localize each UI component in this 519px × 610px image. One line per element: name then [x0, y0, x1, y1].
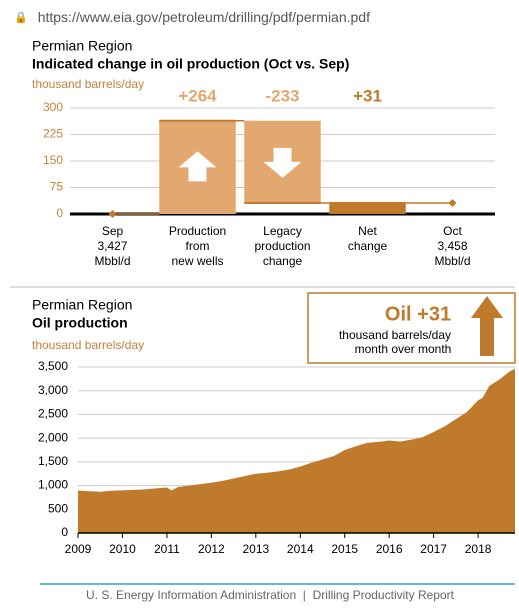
category-line: from [186, 239, 210, 253]
lock-icon: 🔒 [14, 11, 28, 24]
y-tick-label: 2,500 [38, 407, 68, 421]
chart-subtitle: Indicated change in oil production (Oct … [32, 56, 349, 72]
y-tick-label: 300 [43, 100, 63, 114]
category-line: 3,427 [97, 239, 127, 253]
x-tick-label: 2018 [465, 542, 492, 556]
category-label: Sep 3,427 Mbbl/d [94, 224, 130, 268]
y-tick-label: 75 [50, 180, 64, 194]
category-line: change [348, 239, 388, 253]
category-line: Mbbl/d [94, 254, 130, 268]
chart-subtitle: Oil production [32, 315, 128, 331]
x-tick-label: 2017 [420, 542, 447, 556]
category-label: Net change [348, 224, 388, 253]
annotation-text: thousand barrels/day [339, 328, 451, 342]
direction-arrow [178, 151, 217, 182]
y-tick-label: 3,500 [38, 359, 68, 373]
x-tick-label: 2015 [331, 542, 358, 556]
y-axis-label: thousand barrels/day [32, 338, 144, 352]
category-line: change [263, 254, 303, 268]
category-line: Mbbl/d [434, 254, 470, 268]
x-tick-label: 2010 [109, 542, 136, 556]
annotation-arrow [471, 296, 503, 356]
y-tick-label: 0 [56, 206, 63, 220]
x-tick-label: 2012 [198, 542, 225, 556]
y-tick-label: 500 [48, 501, 68, 515]
y-tick-label: 1,000 [38, 478, 68, 492]
area [78, 368, 515, 533]
category-line: Sep [102, 224, 124, 238]
x-tick-label: 2014 [287, 542, 314, 556]
category-line: Net [358, 224, 377, 238]
x-tick-label: 2013 [242, 542, 269, 556]
y-tick-label: 0 [61, 525, 68, 539]
y-tick-label: 1,500 [38, 454, 68, 468]
chart-title: Permian Region [32, 297, 132, 313]
y-axis-label: thousand barrels/day [32, 77, 144, 91]
category-label: Legacy production change [254, 224, 310, 268]
document: U. S. Energy Information Administration … [10, 38, 516, 602]
category-line: Legacy [263, 224, 302, 238]
footer: U. S. Energy Information Administration … [86, 588, 455, 602]
category-line: new wells [171, 254, 223, 268]
value-label: +264 [178, 86, 217, 105]
point-marker [448, 199, 457, 208]
category-label: Production from new wells [169, 224, 226, 268]
y-tick-label: 2,000 [38, 430, 68, 444]
category-line: 3,458 [437, 239, 467, 253]
annotation-text: month over month [355, 342, 452, 356]
x-tick-label: 2009 [65, 542, 92, 556]
x-tick-label: 2011 [154, 542, 180, 556]
direction-arrow [263, 147, 302, 178]
category-line: production [254, 239, 310, 253]
y-tick-label: 3,000 [38, 383, 68, 397]
x-tick-label: 2016 [376, 542, 403, 556]
bar [329, 203, 406, 214]
chart-title: Permian Region [32, 38, 132, 54]
y-tick-label: 150 [43, 153, 63, 167]
value-label: -233 [265, 86, 299, 105]
category-line: Production [169, 224, 226, 238]
annotation-title: Oil +31 [385, 303, 451, 325]
address-bar[interactable]: 🔒 https://www.eia.gov/petroleum/drilling/… [0, 0, 519, 34]
value-label: +31 [353, 86, 382, 105]
category-label: Oct 3,458 Mbbl/d [434, 224, 470, 268]
url[interactable]: https://www.eia.gov/petroleum/drilling/p… [37, 9, 370, 25]
category-line: Oct [443, 224, 462, 238]
y-tick-label: 225 [43, 127, 63, 141]
